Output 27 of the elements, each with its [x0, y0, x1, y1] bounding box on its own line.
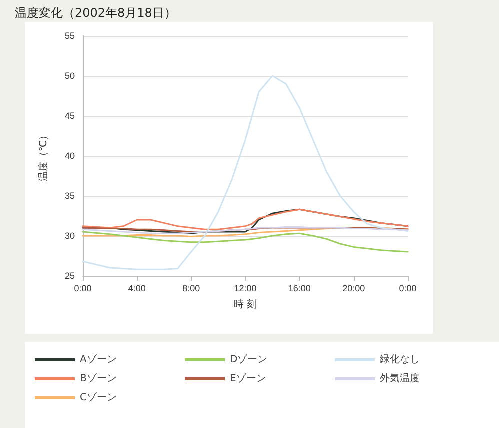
y-tick-label: 35 [64, 191, 75, 201]
x-tick-label: 8:00 [182, 284, 200, 294]
line-series [82, 231, 409, 253]
x-tick-label: 16:00 [288, 284, 311, 294]
y-tick-label: 30 [64, 231, 75, 241]
y-tick-label: 55 [64, 31, 75, 41]
legend-label: Cゾーン [80, 392, 117, 404]
y-tick-label: 40 [64, 151, 75, 161]
legend-label: Eゾーン [230, 372, 266, 384]
y-tick-label: 25 [64, 271, 75, 281]
y-axis-title: 温度（℃） [38, 130, 50, 182]
x-tick-label: 0:00 [74, 284, 92, 294]
line-series [82, 75, 409, 270]
line-series [82, 208, 409, 230]
x-tick-label: 20:00 [342, 284, 366, 294]
x-tick-label: 4:00 [128, 284, 146, 294]
x-axis-title: 時 刻 [234, 298, 258, 310]
legend-label: Bゾーン [80, 372, 117, 384]
y-tick-label: 50 [64, 71, 75, 81]
chart-title: 温度変化（2002年8月18日） [15, 6, 176, 20]
x-tick-label: 0:00 [399, 284, 417, 294]
legend-label: 外気温度 [380, 372, 420, 384]
x-tick-label: 12:00 [234, 284, 257, 294]
legend-label: Dゾーン [230, 354, 268, 366]
y-tick-label: 45 [64, 111, 75, 121]
legend-label: Aゾーン [80, 354, 117, 366]
legend-label: 緑化なし [379, 354, 420, 366]
